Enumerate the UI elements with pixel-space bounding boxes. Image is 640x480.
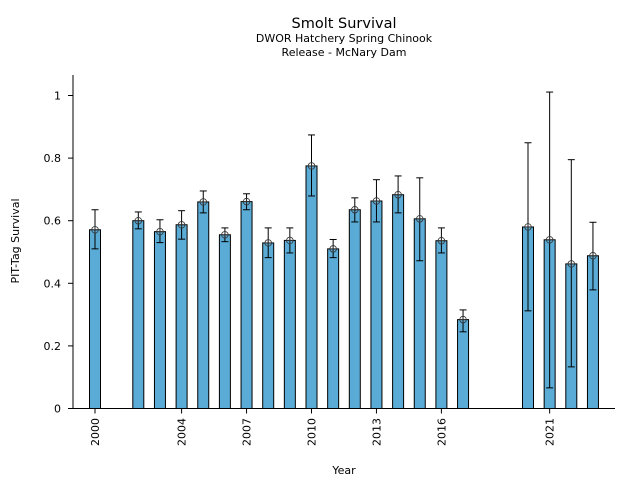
y-tick-label-5: 1 <box>54 90 61 103</box>
x-tick-label-2010: 2010 <box>306 418 319 446</box>
point-marker-2016 <box>437 237 446 245</box>
point-marker-2009 <box>286 236 294 245</box>
bar-2002 <box>132 220 145 409</box>
bar-2014 <box>392 194 405 409</box>
x-axis-label: Year <box>331 464 356 477</box>
x-ticks-group: 2000 2004 2007 2010 2013 2016 2021 <box>89 408 557 446</box>
point-marker-2023 <box>589 252 597 260</box>
point-marker-2002 <box>134 216 142 225</box>
bar-2011 <box>327 248 340 409</box>
point-marker-2014 <box>394 191 402 199</box>
chart-title: Smolt Survival <box>292 16 397 32</box>
chart-subtitle-line-2: Release - McNary Dam <box>282 46 407 59</box>
bar-2007 <box>240 201 253 409</box>
point-marker-2012 <box>351 206 359 214</box>
bars-group <box>89 165 599 410</box>
y-axis-label: PIT-Tag Survival <box>9 198 22 283</box>
bar-2004 <box>175 224 188 409</box>
y-tick-label-1: 0.2 <box>44 340 62 353</box>
bar-2017 <box>457 319 470 409</box>
point-marker-2017 <box>459 315 467 324</box>
y-ticks-group: 0 0.2 0.4 0.6 0.8 1 <box>44 90 73 416</box>
x-tick-label-2021: 2021 <box>544 418 557 446</box>
chart-subtitle-line-1: DWOR Hatchery Spring Chinook <box>256 32 433 45</box>
point-marker-2003 <box>156 227 164 236</box>
point-marker-2021 <box>545 236 554 244</box>
point-marker-2022 <box>567 260 575 268</box>
y-tick-label-2: 0.4 <box>44 277 62 290</box>
point-marker-2013 <box>372 197 381 205</box>
x-tick-label-2000: 2000 <box>89 418 102 446</box>
bar-2016 <box>435 240 448 409</box>
point-marker-2020 <box>524 223 532 231</box>
y-tick-label-3: 0.6 <box>44 215 62 228</box>
x-tick-label-2004: 2004 <box>176 418 189 446</box>
point-marker-2015 <box>416 215 424 223</box>
bar-2010 <box>305 165 318 409</box>
point-marker-2000 <box>91 226 99 234</box>
x-tick-label-2016: 2016 <box>435 418 448 446</box>
point-marker-2008 <box>264 239 272 247</box>
bar-2009 <box>283 239 296 409</box>
point-marker-2010 <box>307 162 316 170</box>
point-marker-2006 <box>221 231 229 239</box>
x-tick-label-2007: 2007 <box>241 418 254 446</box>
point-marker-2004 <box>177 221 186 229</box>
point-marker-2011 <box>329 245 337 253</box>
bar-2000 <box>89 229 101 409</box>
y-tick-label-4: 0.8 <box>44 152 62 165</box>
bar-2006 <box>218 234 231 409</box>
markers-group <box>91 162 597 324</box>
point-marker-2005 <box>199 198 207 206</box>
bar-2005 <box>197 201 210 409</box>
error-bars-group <box>91 91 597 389</box>
bar-2012 <box>348 209 361 409</box>
bar-2008 <box>262 242 275 409</box>
bar-2013 <box>370 200 383 409</box>
y-tick-label-0: 0 <box>54 403 61 416</box>
x-tick-label-2013: 2013 <box>370 418 383 446</box>
bar-2003 <box>153 231 166 409</box>
point-marker-2007 <box>242 197 251 206</box>
